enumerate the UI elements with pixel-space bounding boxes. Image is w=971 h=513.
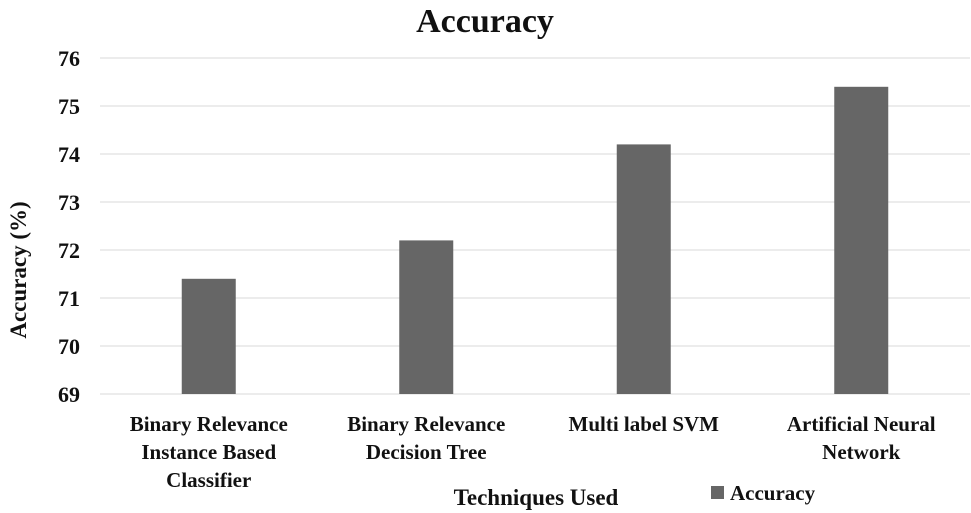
chart-title: Accuracy <box>416 3 554 40</box>
legend-label: Accuracy <box>730 481 816 505</box>
bar-4 <box>834 86 889 395</box>
y-tick-label: 73 <box>58 190 80 215</box>
bar-1 <box>181 278 236 394</box>
y-tick-label: 71 <box>58 286 80 311</box>
y-tick-label: 76 <box>58 46 80 71</box>
x-tick-label: Decision Tree <box>366 440 487 464</box>
x-tick-label: Instance Based <box>141 440 276 464</box>
bar-3 <box>616 144 671 394</box>
x-axis-ticks: Binary Relevance Instance Based Classifier… <box>130 412 936 492</box>
y-axis-ticks: 69 70 71 72 73 74 75 76 <box>58 46 80 407</box>
x-tick-label: Multi label SVM <box>569 412 720 436</box>
y-tick-label: 75 <box>58 94 80 119</box>
y-tick-label: 69 <box>58 382 80 407</box>
y-tick-label: 72 <box>58 238 80 263</box>
y-tick-label: 70 <box>58 334 80 359</box>
legend: Accuracy <box>711 481 816 505</box>
bar-2 <box>399 240 454 394</box>
x-tick-label: Binary Relevance <box>130 412 288 436</box>
x-tick-label: Classifier <box>166 468 251 492</box>
x-axis-label: Techniques Used <box>454 485 619 510</box>
legend-swatch <box>711 486 724 499</box>
x-tick-label: Binary Relevance <box>347 412 505 436</box>
y-tick-label: 74 <box>58 142 80 167</box>
x-tick-label: Artificial Neural <box>787 412 936 436</box>
y-axis-label: Accuracy (%) <box>6 201 31 338</box>
x-tick-label: Network <box>822 440 900 464</box>
bars <box>181 86 889 395</box>
gridlines <box>100 57 970 395</box>
